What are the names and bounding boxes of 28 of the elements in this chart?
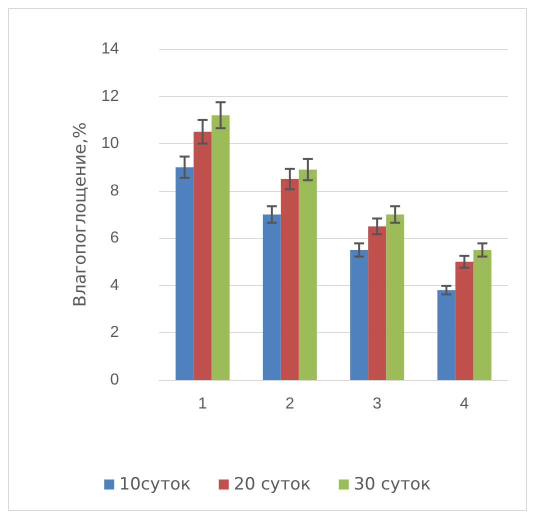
bar: [350, 250, 368, 380]
bar: [212, 115, 230, 380]
bar: [194, 132, 212, 380]
legend-label: 30 суток: [354, 474, 431, 494]
bar: [437, 290, 456, 380]
x-tick-label: 1: [198, 396, 208, 412]
x-tick-label: 3: [372, 396, 382, 412]
bar: [176, 167, 194, 380]
y-tick-label: 4: [110, 276, 120, 294]
y-tick-label: 2: [110, 324, 120, 342]
bar: [455, 262, 474, 380]
bar: [262, 214, 281, 380]
y-tick-label: 14: [101, 40, 120, 58]
y-tick-label: 12: [101, 88, 120, 105]
y-axis-title: Влагопоглощение,%: [70, 122, 90, 307]
bar: [280, 179, 299, 380]
y-tick-label: 10: [101, 135, 120, 152]
x-tick-label: 2: [285, 396, 294, 412]
bar: [386, 214, 404, 380]
bar: [298, 170, 317, 380]
bar: [368, 226, 386, 380]
y-tick-label: 8: [110, 182, 120, 200]
bar: [473, 250, 492, 380]
x-tick-label: 4: [460, 396, 469, 412]
legend-label: 10суток: [119, 474, 191, 494]
y-tick-label: 6: [110, 230, 120, 247]
legend-label: 20 суток: [234, 474, 311, 494]
y-tick-label: 0: [110, 372, 120, 388]
